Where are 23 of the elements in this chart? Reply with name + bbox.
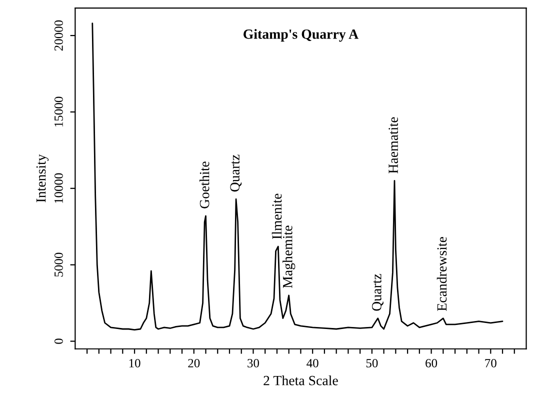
annotation: Quartz: [230, 154, 242, 192]
annotation: Goethite: [199, 162, 210, 208]
text: Gitamp's Quarry A: [244, 29, 358, 42]
y-tick-label: 5000: [54, 252, 63, 277]
x-tick-label: 60: [426, 358, 438, 368]
line-series: [92, 22, 504, 330]
annotation: Ecandrewsite: [436, 237, 447, 311]
annotation: Quartz: [372, 274, 384, 311]
x-tick-label: 10: [129, 358, 140, 368]
x-tick-label: 20: [188, 358, 200, 368]
x-axis-title: 2 Theta Scale: [264, 375, 338, 386]
y-axis-title: Intensity: [36, 154, 49, 202]
y-tick-label: 0: [54, 338, 63, 344]
annotation: Haematite: [388, 117, 398, 174]
y-tick-label: 20000: [54, 20, 63, 51]
x-tick-label: 40: [306, 358, 318, 368]
x-tick-label: 70: [485, 358, 496, 368]
y-tick-label: 15000: [54, 96, 63, 126]
annotation: Ilmenite: [272, 194, 282, 240]
annotation: Maghemite: [282, 226, 296, 288]
y-tick-label: 10000: [54, 173, 63, 203]
x-tick-label: 30: [248, 358, 260, 368]
x-tick-label: 50: [366, 358, 378, 368]
